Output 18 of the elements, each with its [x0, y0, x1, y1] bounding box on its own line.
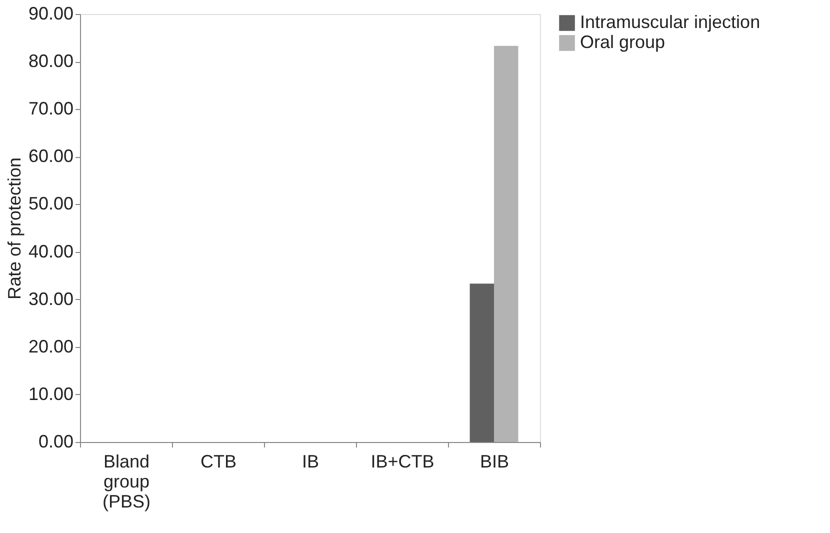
y-tick-label: 30.00: [28, 288, 74, 309]
y-tick-label: 40.00: [28, 241, 74, 262]
x-tick-label: BIB: [480, 452, 510, 472]
x-tick-label: IB+CTB: [370, 452, 434, 472]
y-axis-title: Rate of protection: [4, 157, 24, 300]
y-tick-label: 90.00: [28, 4, 74, 24]
y-tick-label: 80.00: [28, 51, 74, 72]
y-tick-label: 50.00: [28, 194, 74, 214]
x-tick-label: Bland group (PBS): [102, 452, 151, 512]
y-tick-label: 60.00: [28, 146, 74, 166]
legend-label: Oral group: [580, 32, 666, 52]
y-tick-label: 70.00: [28, 98, 74, 119]
y-tick-label: 20.00: [28, 336, 74, 356]
y-tick-label: 10.00: [28, 384, 74, 404]
legend-label: Intramuscular injection: [580, 12, 760, 32]
x-tick-label: CTB: [200, 452, 236, 472]
x-tick-label: IB: [302, 452, 320, 472]
y-tick-label: 0.00: [38, 432, 74, 452]
